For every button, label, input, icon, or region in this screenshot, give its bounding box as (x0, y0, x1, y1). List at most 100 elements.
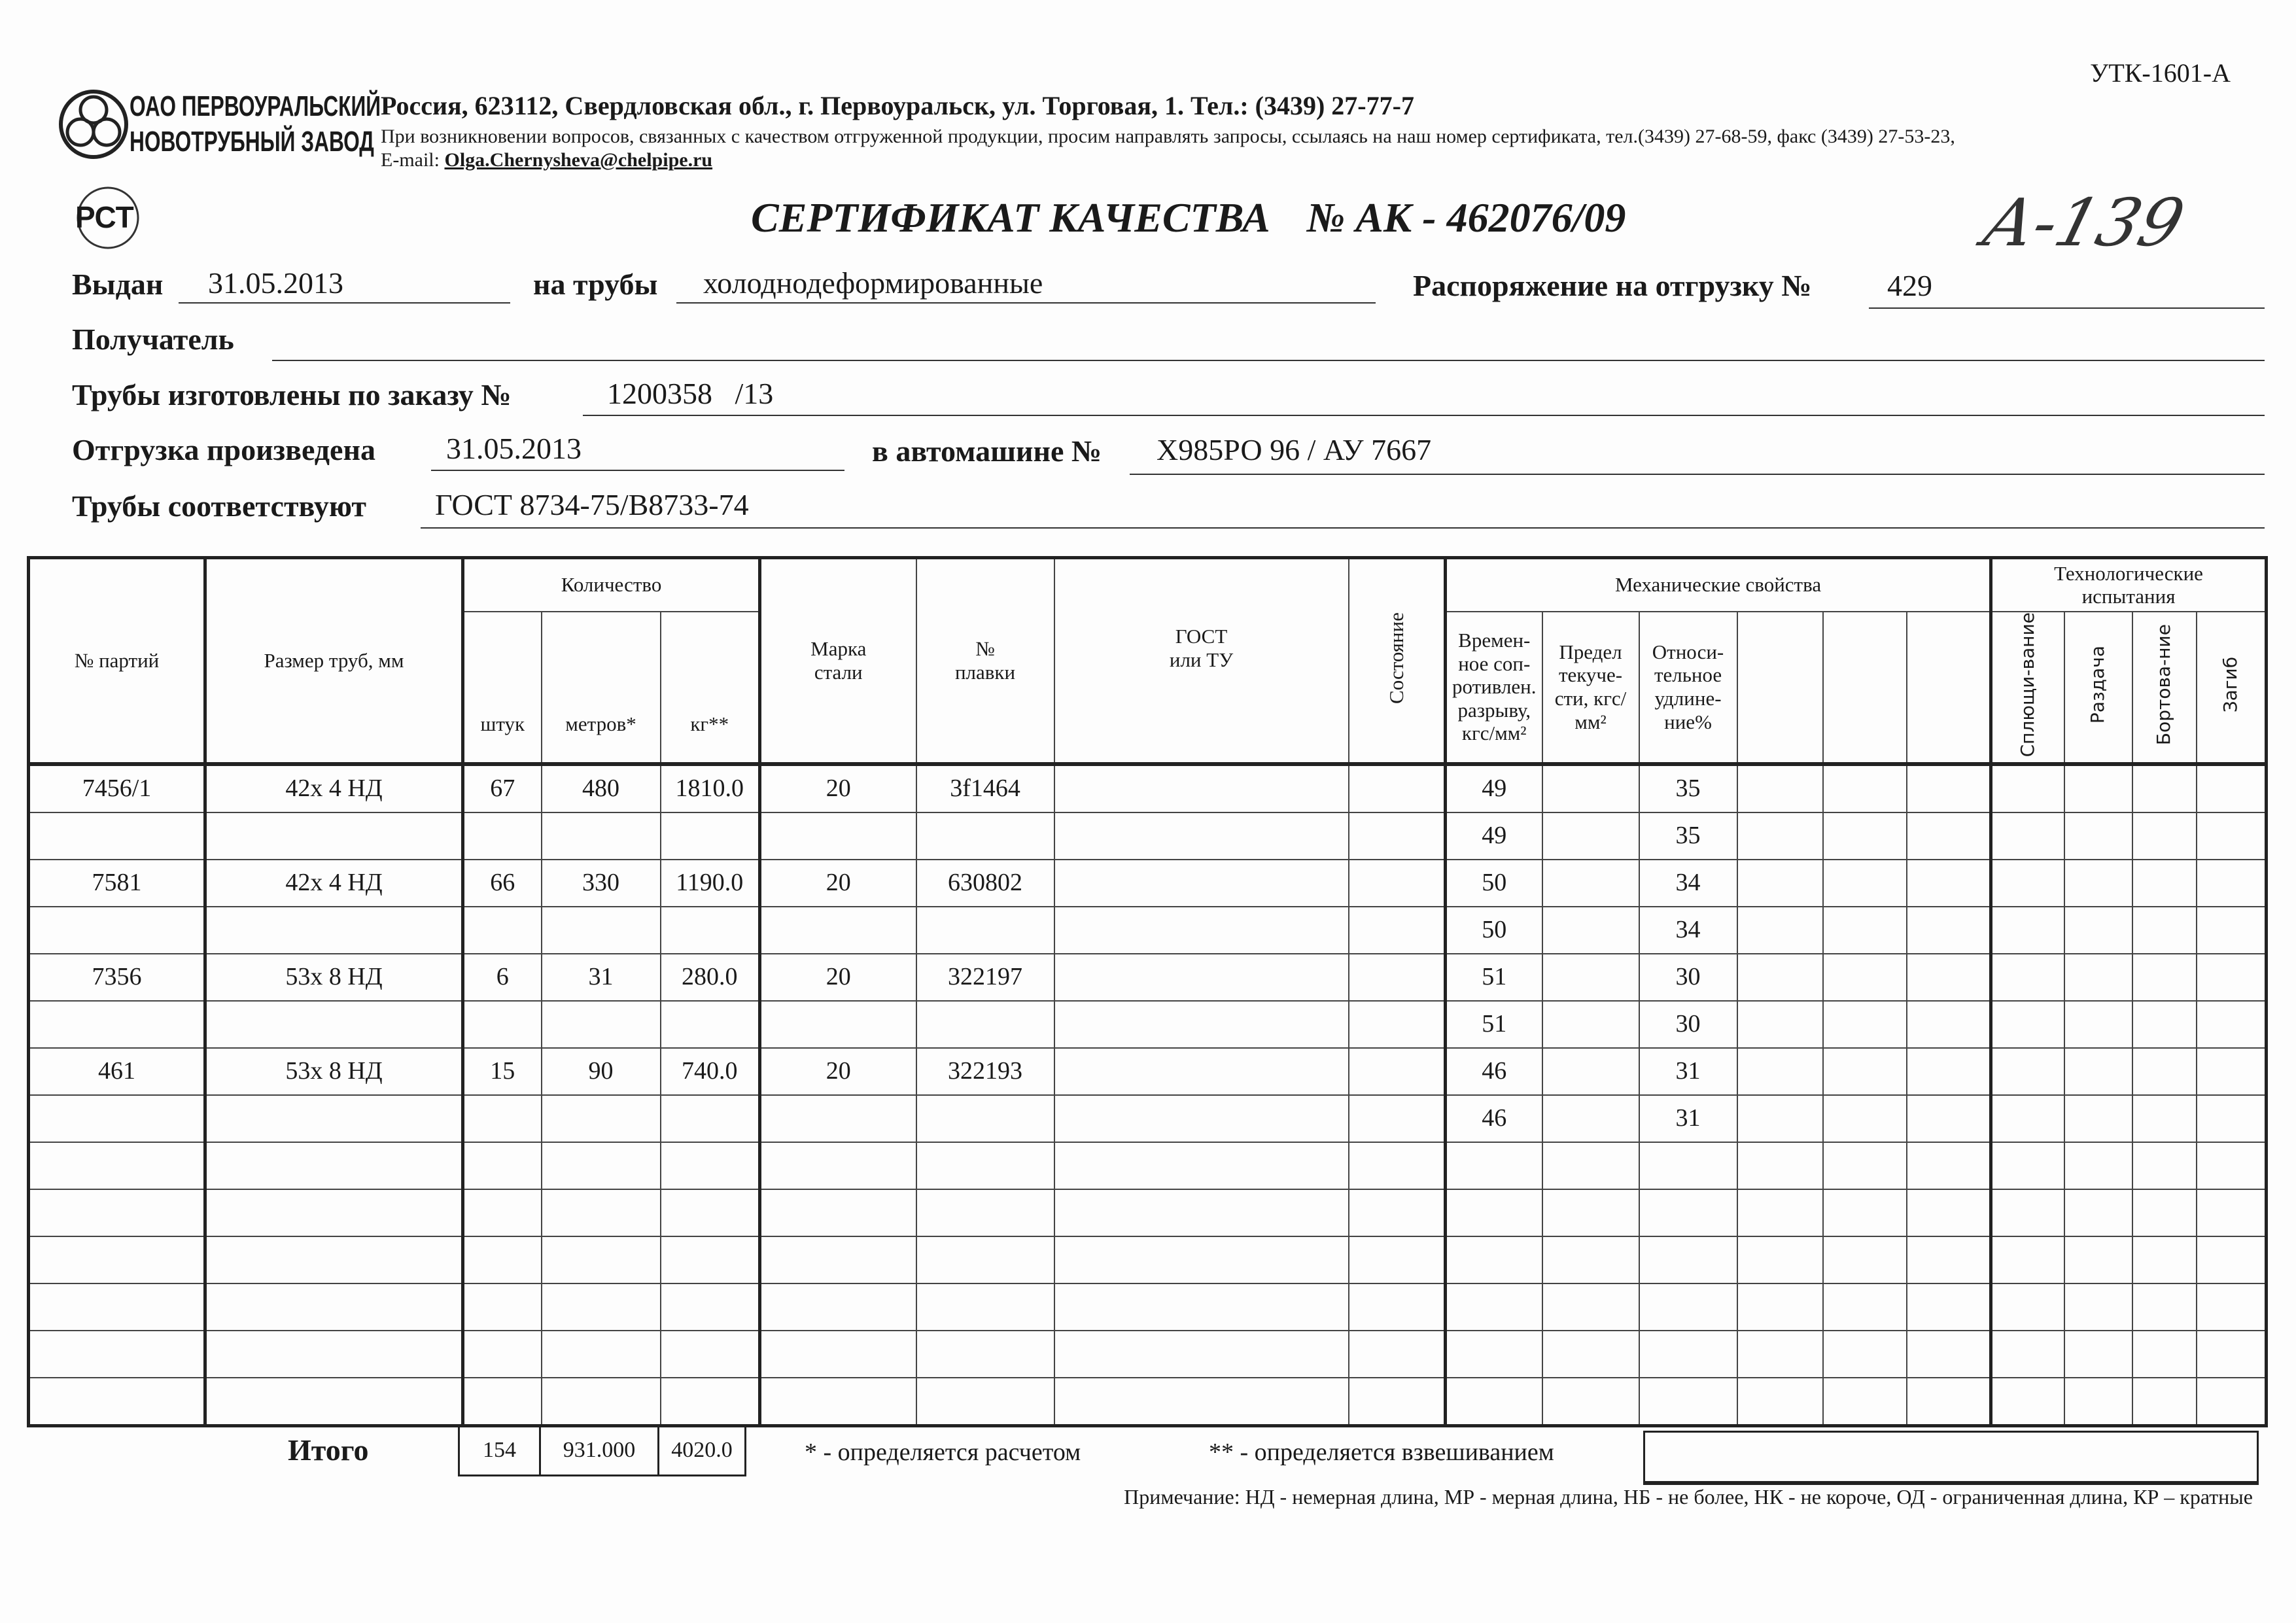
issued-value: 31.05.2013 (208, 266, 343, 300)
table-row (27, 1235, 2267, 1284)
cell-pieces (461, 1235, 542, 1284)
cell-t2 (2063, 1047, 2133, 1096)
table-row: 7356 53х 8 НД 6 31 280.0 20 322197 51 30 (27, 952, 2267, 1002)
cell-m5 (1822, 763, 1907, 813)
cell-kg (659, 905, 761, 954)
cell-gost (1053, 1376, 1349, 1427)
cell-t2 (2063, 1141, 2133, 1190)
header-blank-2 (1822, 610, 1907, 766)
cell-gost (1053, 1000, 1349, 1049)
cell-tensile: 49 (1444, 763, 1543, 813)
cell-heat (915, 1000, 1055, 1049)
cell-batch: 461 (27, 1047, 206, 1096)
footnote-abbreviations: Примечание: НД - немерная длина, МР - ме… (1124, 1485, 2253, 1509)
cell-tensile: 50 (1444, 858, 1543, 907)
totals-table: 154 931.000 4020.0 (458, 1424, 746, 1476)
cell-m5 (1822, 1188, 1907, 1237)
cell-yield (1541, 1047, 1640, 1096)
footnote-weigh: ** - определяется взвешиванием (1209, 1439, 1554, 1466)
cell-steel (758, 1235, 917, 1284)
certificate-number: 462076/09 (1446, 194, 1626, 241)
cell-condition (1348, 1235, 1446, 1284)
table-row: 461 53х 8 НД 15 90 740.0 20 322193 46 31 (27, 1047, 2267, 1096)
handwritten-note: А-139 (1975, 184, 2193, 261)
cell-condition (1348, 1141, 1446, 1190)
cell-t1 (1989, 1141, 2065, 1190)
cell-m4 (1736, 1282, 1824, 1331)
cell-size (203, 811, 464, 860)
certificate-title: СЕРТИФИКАТ КАЧЕСТВА № АК - 462076/09 (751, 194, 1626, 242)
header-heat: № плавки (915, 557, 1055, 766)
cell-size (203, 1376, 464, 1427)
header-elongation: Относи-тельное удлине-ние% (1638, 610, 1738, 766)
vehicle-label: в автомашине № (872, 434, 1102, 468)
cell-m4 (1736, 1376, 1824, 1427)
cell-meters (540, 1094, 661, 1143)
cell-steel: 20 (758, 952, 917, 1002)
cell-tensile: 51 (1444, 1000, 1543, 1049)
header-kg: кг** (659, 610, 761, 766)
cell-t3 (2131, 905, 2197, 954)
cell-m6 (1905, 1282, 1992, 1331)
table-row: 46 31 (27, 1094, 2267, 1143)
cell-t4 (2195, 1047, 2267, 1096)
cell-m5 (1822, 1376, 1907, 1427)
cell-heat (915, 1235, 1055, 1284)
cell-m6 (1905, 763, 1992, 813)
cell-gost (1053, 1235, 1349, 1284)
email-link[interactable]: Olga.Chernysheva@chelpipe.ru (444, 149, 713, 171)
cell-m6 (1905, 1047, 1992, 1096)
cell-heat (915, 1329, 1055, 1378)
cell-elongation: 34 (1638, 858, 1738, 907)
cell-elongation: 35 (1638, 811, 1738, 860)
recipient-underline (272, 360, 2265, 361)
cell-batch (27, 811, 206, 860)
cell-kg: 740.0 (659, 1047, 761, 1096)
shipped-label: Отгрузка произведена (72, 433, 375, 466)
cell-gost (1053, 952, 1349, 1002)
cell-m5 (1822, 952, 1907, 1002)
header-pieces: штук (461, 610, 542, 766)
cell-t4 (2195, 1141, 2267, 1190)
cell-m4 (1736, 1047, 1824, 1096)
cell-m5 (1822, 1047, 1907, 1096)
cell-steel (758, 1188, 917, 1237)
cell-m4 (1736, 952, 1824, 1002)
cell-t2 (2063, 952, 2133, 1002)
cell-size: 42х 4 НД (203, 858, 464, 907)
cell-meters (540, 811, 661, 860)
cell-t4 (2195, 763, 2267, 813)
cell-t3 (2131, 1329, 2197, 1378)
cell-t3 (2131, 1188, 2197, 1237)
cell-t1 (1989, 1282, 2065, 1331)
cell-condition (1348, 1329, 1446, 1378)
cell-heat: 322193 (915, 1047, 1055, 1096)
cell-t1 (1989, 1188, 2065, 1237)
cell-m5 (1822, 858, 1907, 907)
cell-heat (915, 1282, 1055, 1331)
cell-yield (1541, 1329, 1640, 1378)
header-bend: Загиб (2195, 610, 2267, 766)
cell-tensile (1444, 1376, 1543, 1427)
cell-batch: 7356 (27, 952, 206, 1002)
cell-steel (758, 1329, 917, 1378)
cell-t2 (2063, 763, 2133, 813)
cell-elongation: 31 (1638, 1047, 1738, 1096)
cell-elongation: 30 (1638, 952, 1738, 1002)
cell-meters: 330 (540, 858, 661, 907)
cell-heat: 322197 (915, 952, 1055, 1002)
header-flanging-text: Бортова-ние (2153, 623, 2175, 745)
recipient-label: Получатель (72, 323, 234, 356)
cell-yield (1541, 905, 1640, 954)
cell-t3 (2131, 1094, 2197, 1143)
cell-t2 (2063, 1000, 2133, 1049)
cell-t4 (2195, 1094, 2267, 1143)
cell-size (203, 1141, 464, 1190)
cell-t3 (2131, 811, 2197, 860)
cell-m4 (1736, 1094, 1824, 1143)
cell-heat: 3f1464 (915, 763, 1055, 813)
cell-pieces (461, 1282, 542, 1331)
cell-gost (1053, 1141, 1349, 1190)
cell-condition (1348, 1094, 1446, 1143)
cell-t4 (2195, 858, 2267, 907)
